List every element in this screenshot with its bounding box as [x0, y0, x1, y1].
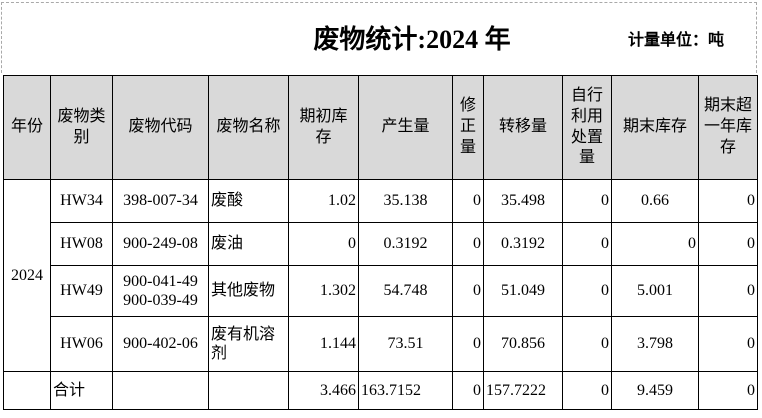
cell-name: 废油: [208, 222, 289, 266]
print-page-boundary: [1, 2, 757, 73]
total-opening: 3.466: [288, 371, 359, 410]
cell-corrected: 0: [452, 222, 484, 266]
cell-over-one-year: 0: [698, 222, 758, 266]
total-label: 合计: [50, 371, 113, 410]
cell-name: 其他废物: [208, 265, 289, 317]
cell-name: 废有机溶剂: [208, 316, 289, 372]
cell-category: HW06: [50, 316, 113, 372]
cell-code: 900-249-08: [112, 222, 209, 266]
total-name-empty: [208, 371, 289, 410]
header-self-disposal: 自行利用处置量: [562, 75, 612, 180]
header-transferred: 转移量: [483, 75, 563, 180]
total-generated: 163.7152: [358, 371, 453, 410]
waste-statistics-table: 年份 废物类别 废物代码 废物名称 期初库存 产生量 修正量 转移量 自行利用处…: [3, 75, 758, 410]
table-row: HW49 900-041-49 900-039-49 其他废物 1.302 54…: [4, 265, 758, 317]
cell-category: HW08: [50, 222, 113, 266]
cell-over-one-year: 0: [698, 316, 758, 372]
cell-opening: 1.144: [288, 316, 359, 372]
cell-generated: 73.51: [358, 316, 453, 372]
cell-generated: 35.138: [358, 179, 453, 223]
page-title: 废物统计:2024 年: [313, 25, 511, 54]
header-corrected: 修正量: [452, 75, 484, 180]
cell-code: 398-007-34: [112, 179, 209, 223]
unit-label: 计量单位：吨: [628, 32, 725, 49]
cell-self-disposal: 0: [562, 316, 612, 372]
header-year: 年份: [3, 75, 51, 180]
cell-corrected: 0: [452, 316, 484, 372]
cell-generated: 54.748: [358, 265, 453, 317]
total-row: 合计 3.466 163.7152 0 157.7222 0 9.459 0: [3, 371, 758, 410]
cell-generated: 0.3192: [358, 222, 453, 266]
cell-corrected: 0: [452, 265, 484, 317]
cell-closing: 3.798: [611, 316, 699, 372]
cell-self-disposal: 0: [562, 222, 612, 266]
cell-code: 900-402-06: [112, 316, 209, 372]
year-cell: 2024: [3, 179, 51, 372]
total-transferred: 157.7222: [483, 371, 563, 410]
table-row: 2024 HW34 398-007-34 废酸 1.02 35.138 0 35…: [3, 179, 758, 372]
cell-self-disposal: 0: [562, 265, 612, 317]
header-opening: 期初库存: [288, 75, 359, 180]
cell-transferred: 35.498: [483, 179, 563, 223]
total-over-one-year: 0: [698, 371, 758, 410]
cell-category: HW34: [50, 179, 113, 223]
cell-closing: 0: [611, 222, 699, 266]
cell-category: HW49: [50, 265, 113, 317]
header-over-one-year: 期末超一年库存: [698, 75, 758, 180]
table-row: HW06 900-402-06 废有机溶剂 1.144 73.51 0 70.8…: [4, 316, 758, 372]
cell-transferred: 51.049: [483, 265, 563, 317]
cell-transferred: 70.856: [483, 316, 563, 372]
cell-over-one-year: 0: [698, 179, 758, 223]
header-code: 废物代码: [112, 75, 209, 180]
header-closing: 期末库存: [611, 75, 699, 180]
cell-transferred: 0.3192: [483, 222, 563, 266]
cell-over-one-year: 0: [698, 265, 758, 317]
cell-closing: 5.001: [611, 265, 699, 317]
header-generated: 产生量: [358, 75, 453, 180]
cell-self-disposal: 0: [562, 179, 612, 223]
cell-opening: 0: [288, 222, 359, 266]
total-self-disposal: 0: [562, 371, 612, 410]
header-row: 年份 废物类别 废物代码 废物名称 期初库存 产生量 修正量 转移量 自行利用处…: [3, 75, 758, 180]
cell-opening: 1.302: [288, 265, 359, 317]
header-category: 废物类别: [50, 75, 113, 180]
table-row: HW08 900-249-08 废油 0 0.3192 0 0.3192 0 0…: [4, 222, 758, 266]
header-name: 废物名称: [208, 75, 289, 180]
total-year-empty: [3, 371, 51, 410]
total-closing: 9.459: [611, 371, 699, 410]
total-corrected: 0: [452, 371, 484, 410]
cell-opening: 1.02: [288, 179, 359, 223]
total-code-empty: [112, 371, 209, 410]
cell-corrected: 0: [452, 179, 484, 223]
cell-closing: 0.66: [611, 179, 699, 223]
cell-name: 废酸: [208, 179, 289, 223]
cell-code: 900-041-49 900-039-49: [112, 265, 209, 317]
